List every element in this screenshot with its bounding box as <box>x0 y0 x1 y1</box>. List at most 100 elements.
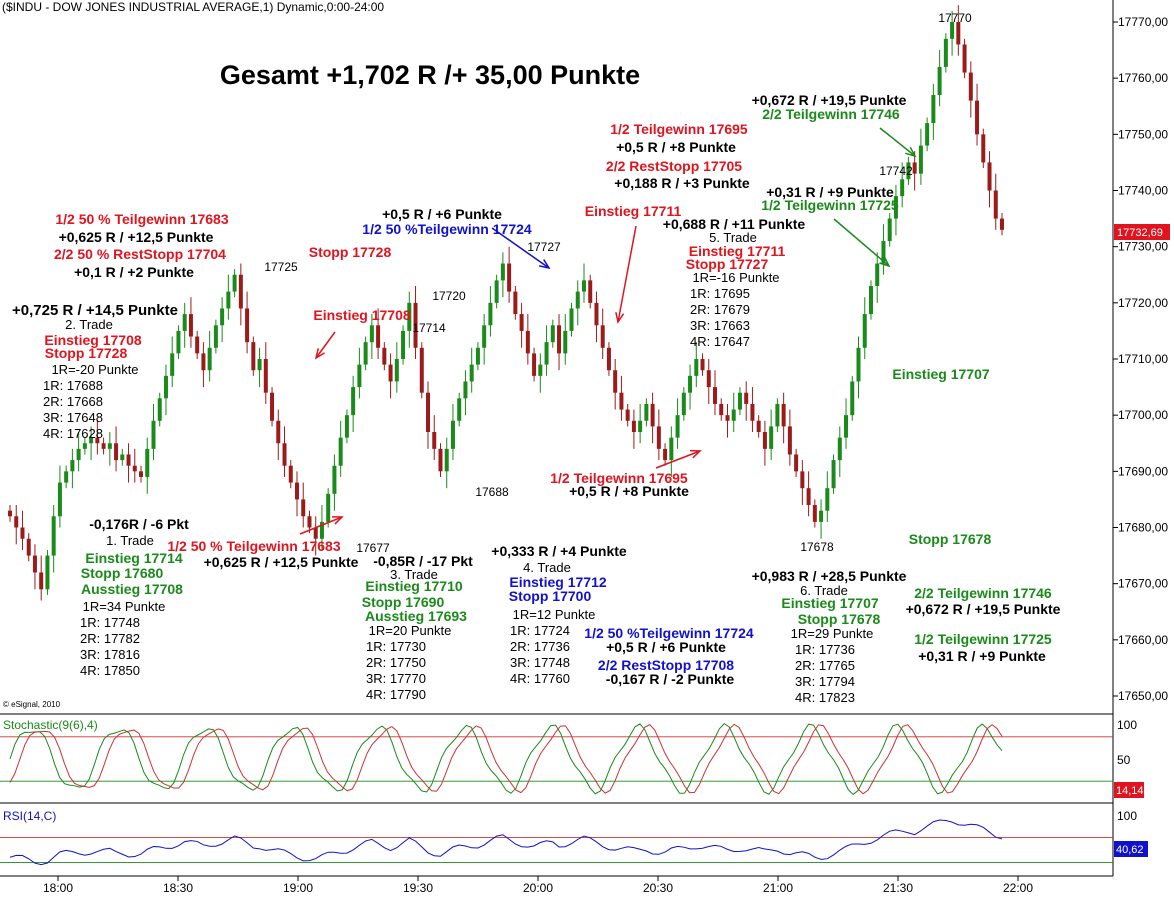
annotation-label: 4R: 17823 <box>795 690 855 705</box>
stoch-k-line <box>9 722 1003 796</box>
candle-body <box>157 398 162 421</box>
candle-body <box>51 516 56 556</box>
annotation-label: 17714 <box>412 321 446 335</box>
candle-body <box>631 420 636 433</box>
annotation-label: 1R=20 Punkte <box>369 623 452 638</box>
arrow-head <box>879 256 891 268</box>
candle-body <box>650 403 655 427</box>
annotation-label: -0,167 R / -2 Punkte <box>606 671 735 687</box>
candle-body <box>937 66 942 96</box>
annotation-label: 1/2 Teilgewinn 17725 <box>914 631 1052 647</box>
candle-body <box>800 471 805 489</box>
annotation-label: Einstieg 17707 <box>892 366 989 382</box>
price-tick-label: 17770,00 <box>1118 15 1168 29</box>
candle-body <box>126 454 131 466</box>
annotation-label: 17720 <box>432 289 466 303</box>
candle-body <box>912 162 917 174</box>
candlestick-series <box>8 5 1004 601</box>
candle-body <box>856 347 861 382</box>
annotation-label: 4R: 17850 <box>80 663 140 678</box>
annotation-label: 3R: 17816 <box>80 647 140 662</box>
candle-body <box>532 353 537 376</box>
candle-body <box>363 342 368 365</box>
annotation-arrow <box>299 516 343 535</box>
candle-body <box>563 330 568 354</box>
annotation-label: 3R: 17794 <box>795 674 855 689</box>
annotation-label: 2/2 Teilgewinn 17746 <box>762 106 900 122</box>
candle-body <box>812 505 817 522</box>
candle-body <box>918 145 923 174</box>
candle-body <box>438 448 443 472</box>
candle-body <box>975 100 980 135</box>
candle-body <box>756 420 761 433</box>
price-tick-label: 17650,00 <box>1118 689 1168 703</box>
candle-body <box>775 403 780 427</box>
time-tick-label: 21:00 <box>763 881 793 895</box>
annotation-arrow <box>655 450 701 469</box>
candle-body <box>444 448 449 472</box>
candle-body <box>388 364 393 382</box>
annotation-label: 1R=29 Punkte <box>791 626 874 641</box>
annotation-label: +0,1 R / +2 Punkte <box>74 264 194 280</box>
annotation-label: Einstieg 17707 <box>781 595 878 611</box>
candle-body <box>95 437 100 444</box>
candle-body <box>638 420 643 433</box>
candle-body <box>357 364 362 388</box>
price-tick-label: 17740,00 <box>1118 184 1168 198</box>
annotation-label: Stopp 17700 <box>509 588 592 604</box>
annotation-label: 3. Trade <box>390 567 438 582</box>
stoch-last-label: 14,14 <box>1116 785 1144 797</box>
annotation-label: 1R: 17748 <box>80 615 140 630</box>
candle-body <box>794 454 799 472</box>
candle-body <box>519 314 524 331</box>
candle-body <box>862 314 867 348</box>
candle-body <box>45 555 50 590</box>
annotation-label: Stopp 17690 <box>362 594 445 610</box>
annotation-label: Stopp 17678 <box>909 531 992 547</box>
last-price-box <box>1114 224 1170 240</box>
candle-body <box>619 392 624 410</box>
price-tick-label: 17720,00 <box>1118 296 1168 310</box>
arrow-head <box>905 146 917 158</box>
candle-body <box>257 359 262 371</box>
annotation-label: 17688 <box>475 485 509 499</box>
candle-body <box>544 342 549 365</box>
arrow-head <box>539 259 551 270</box>
annotation-label: 1R=-16 Punkte <box>692 270 779 285</box>
candle-body <box>326 493 331 522</box>
candle-body <box>163 375 168 399</box>
candle-body <box>207 347 212 371</box>
arrow-head <box>689 449 702 459</box>
annotation-label: 1R: 17688 <box>43 378 103 393</box>
candle-body <box>713 387 718 404</box>
candle-body <box>14 516 19 528</box>
annotation-arrow <box>491 227 550 269</box>
annotation-label: 2R: 17736 <box>510 639 570 654</box>
time-tick-label: 20:00 <box>523 881 553 895</box>
candle-body <box>575 291 580 309</box>
candle-body <box>769 426 774 449</box>
annotation-label: 1/2 50 % Teilgewinn 17683 <box>167 538 340 554</box>
candle-body <box>956 22 961 45</box>
annotation-label: 2. Trade <box>65 317 113 332</box>
annotation-label: Einstieg 17711 <box>689 243 786 259</box>
annotation-label: 1R: 17695 <box>690 286 750 301</box>
annotation-label: 17725 <box>264 260 298 274</box>
candle-body <box>700 359 705 371</box>
annotation-label: 2/2 RestStopp 17705 <box>606 158 742 174</box>
candle-body <box>669 437 674 461</box>
price-tick-label: 17690,00 <box>1118 464 1168 478</box>
candle-body <box>8 510 12 517</box>
annotation-label: 1/2 Teilgewinn 17725 <box>761 197 899 213</box>
annotation-label: +0,5 R / +6 Punkte <box>606 639 726 655</box>
candle-body <box>282 443 287 466</box>
annotation-label: Einstieg 17714 <box>85 550 182 566</box>
candle-body <box>981 134 986 163</box>
annotation-label: 1/2 50 %Teilgewinn 17724 <box>584 625 754 641</box>
annotation-label: Einstieg 17711 <box>585 203 682 219</box>
annotation-label: -0,176R / -6 Pkt <box>89 516 189 532</box>
candle-body <box>706 370 711 388</box>
candle-body <box>82 443 87 449</box>
annotation-label: 6. Trade <box>800 583 848 598</box>
